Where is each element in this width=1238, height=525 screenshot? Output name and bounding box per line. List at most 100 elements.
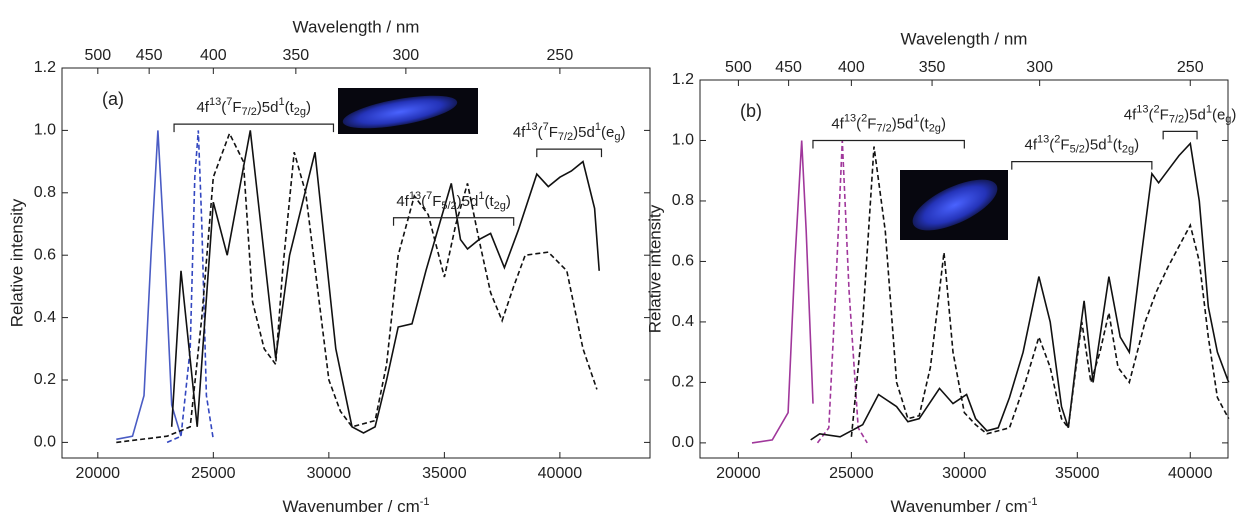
x2-tick-label: 300 bbox=[393, 47, 420, 64]
x-tick-label: 35000 bbox=[422, 465, 467, 482]
text-part: 1 bbox=[1206, 103, 1212, 115]
y-tick-label: 1.0 bbox=[34, 122, 56, 139]
y-tick-label: 0.2 bbox=[672, 374, 694, 391]
text-part: (t bbox=[285, 99, 295, 116]
y-tick-label: 0.0 bbox=[672, 434, 694, 451]
x2-tick-label: 250 bbox=[1177, 59, 1204, 76]
text-part: )5d bbox=[892, 115, 914, 132]
spectrum-line bbox=[166, 130, 215, 444]
y-tick-label: 1.2 bbox=[672, 71, 694, 88]
text-part: )5d bbox=[573, 124, 595, 141]
text-part: Wavenumber / cm bbox=[890, 497, 1027, 516]
text-part: 4f bbox=[1025, 137, 1038, 154]
text-part: 1 bbox=[279, 96, 285, 108]
text-part: ( bbox=[221, 99, 226, 116]
text-part: ( bbox=[538, 124, 543, 141]
text-part: 4f bbox=[513, 124, 526, 141]
x2-tick-label: 500 bbox=[725, 59, 752, 76]
text-part: 13 bbox=[209, 96, 221, 108]
x-tick-label: 30000 bbox=[942, 465, 987, 482]
panel-label: (a) bbox=[102, 89, 124, 109]
x2-tick-label: 250 bbox=[547, 47, 574, 64]
x2-tick-label: 400 bbox=[838, 59, 865, 76]
text-part: 2 bbox=[1054, 134, 1060, 146]
text-part: 1 bbox=[913, 112, 919, 124]
text-part: 13 bbox=[844, 112, 856, 124]
text-part: F bbox=[232, 99, 241, 116]
x-tick-label: 25000 bbox=[191, 465, 236, 482]
text-part: ( bbox=[856, 115, 861, 132]
x2-tick-label: 300 bbox=[1026, 59, 1053, 76]
annotation-label: 4f13(7F5/2)5d1(t2g) bbox=[396, 190, 511, 212]
text-part: 7/2 bbox=[558, 131, 573, 143]
text-part: 4f bbox=[396, 193, 409, 210]
text-part: F bbox=[1060, 137, 1069, 154]
x-tick-label: 20000 bbox=[76, 465, 121, 482]
annotation-bracket bbox=[536, 148, 603, 158]
x-tick-label: 30000 bbox=[307, 465, 352, 482]
text-part: -1 bbox=[1028, 496, 1038, 508]
y-tick-label: 1.0 bbox=[672, 132, 694, 149]
text-part: 2g bbox=[929, 122, 941, 134]
annotation-label: 4f13(7F7/2)5d1(t2g) bbox=[196, 96, 311, 118]
text-part: F bbox=[1160, 106, 1169, 123]
spectrum-line bbox=[751, 140, 814, 444]
inset-photo-a bbox=[338, 88, 478, 134]
text-part: ) bbox=[941, 115, 946, 132]
text-part: 7/2 bbox=[876, 122, 891, 134]
y-axis-label: Relative intensity bbox=[7, 198, 26, 327]
y-axis-label: Relative intensity bbox=[645, 204, 664, 333]
text-part: 13 bbox=[525, 121, 537, 133]
text-part: g bbox=[1225, 113, 1231, 125]
plot-frame bbox=[699, 79, 1229, 459]
text-part: 5/2 bbox=[1070, 144, 1085, 156]
y-tick-label: 0.6 bbox=[672, 253, 694, 270]
text-part: )5d bbox=[1085, 137, 1107, 154]
x-tick-label: 25000 bbox=[829, 465, 874, 482]
text-part: 1 bbox=[478, 190, 484, 202]
annotation-label: 4f13(2F7/2)5d1(eg) bbox=[1124, 103, 1237, 125]
spectrum-line bbox=[116, 130, 182, 441]
text-part: 2g bbox=[494, 200, 506, 212]
spectrum-line bbox=[816, 140, 868, 444]
text-part: F bbox=[432, 193, 441, 210]
text-part: 7 bbox=[543, 121, 549, 133]
text-part: 2 bbox=[1154, 103, 1160, 115]
y-tick-label: 0.6 bbox=[34, 246, 56, 263]
text-part: )5d bbox=[457, 193, 479, 210]
text-part: F bbox=[867, 115, 876, 132]
text-part: ) bbox=[1231, 106, 1236, 123]
x-tick-label: 40000 bbox=[538, 465, 583, 482]
y-tick-label: 0.4 bbox=[34, 309, 56, 326]
x2-tick-label: 450 bbox=[136, 47, 163, 64]
x2-tick-label: 400 bbox=[200, 47, 227, 64]
annotation-bracket bbox=[392, 217, 515, 226]
text-part: 2g bbox=[1122, 144, 1134, 156]
text-part: -1 bbox=[420, 496, 430, 508]
text-part: ( bbox=[1049, 137, 1054, 154]
text-part: 7/2 bbox=[1169, 113, 1184, 125]
annotation-label: 4f13(2F7/2)5d1(t2g) bbox=[831, 112, 946, 134]
spectrum-line bbox=[850, 146, 1230, 437]
text-part: Wavenumber / cm bbox=[282, 497, 419, 516]
text-part: (e bbox=[601, 124, 614, 141]
spectrum-line bbox=[170, 130, 600, 434]
text-part: 7/2 bbox=[242, 106, 257, 118]
text-part: (t bbox=[1113, 137, 1123, 154]
annotation-bracket bbox=[173, 123, 335, 133]
text-part: 2g bbox=[294, 106, 306, 118]
text-part: ( bbox=[1149, 106, 1154, 123]
x2-axis-label: Wavelength / nm bbox=[293, 17, 420, 36]
x-tick-label: 40000 bbox=[1168, 465, 1213, 482]
x-tick-label: 20000 bbox=[716, 465, 761, 482]
panel-label: (b) bbox=[740, 101, 762, 121]
text-part: 1 bbox=[1107, 134, 1113, 146]
text-part: ( bbox=[421, 193, 426, 210]
text-part: (e bbox=[1212, 106, 1225, 123]
spectrum-line bbox=[810, 141, 1230, 441]
text-part: )5d bbox=[257, 99, 279, 116]
text-part: 13 bbox=[1136, 103, 1148, 115]
x2-tick-label: 350 bbox=[919, 59, 946, 76]
text-part: 4f bbox=[1124, 106, 1137, 123]
